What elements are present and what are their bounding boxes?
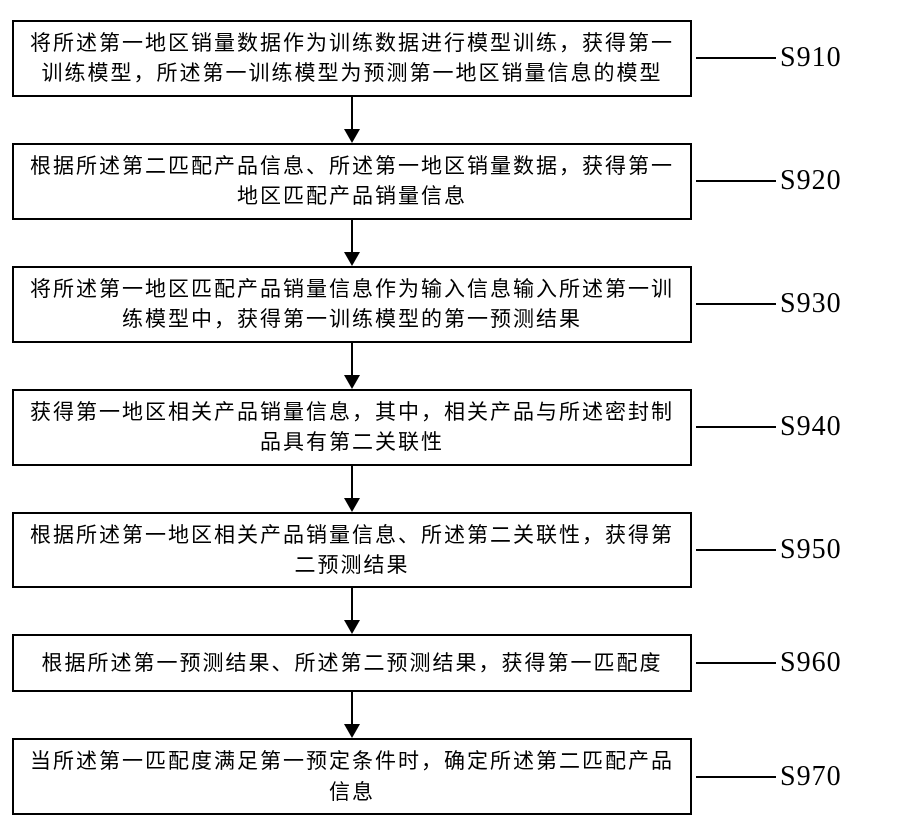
arrow-down-icon (12, 343, 692, 389)
step-text: 根据所述第一预测结果、所述第二预测结果，获得第一匹配度 (42, 648, 663, 678)
step-text: 将所述第一地区匹配产品销量信息作为输入信息输入所述第一训练模型中，获得第一训练模… (28, 274, 676, 335)
connector-dash (696, 57, 776, 59)
arrow-down-icon (12, 588, 692, 634)
step-row: 获得第一地区相关产品销量信息，其中，相关产品与所述密封制品具有第二关联性 S94… (12, 389, 900, 466)
flowchart-container: 将所述第一地区销量数据作为训练数据进行模型训练，获得第一训练模型，所述第一训练模… (12, 20, 900, 815)
step-box-s970: 当所述第一匹配度满足第一预定条件时，确定所述第二匹配产品信息 (12, 738, 692, 815)
step-text: 根据所述第二匹配产品信息、所述第一地区销量数据，获得第一地区匹配产品销量信息 (28, 151, 676, 212)
step-label-s950: S950 (780, 534, 842, 566)
arrow-down-icon (12, 692, 692, 738)
arrow-down-icon (12, 466, 692, 512)
arrow-down-icon (12, 220, 692, 266)
connector-dash (696, 776, 776, 778)
step-box-s920: 根据所述第二匹配产品信息、所述第一地区销量数据，获得第一地区匹配产品销量信息 (12, 143, 692, 220)
step-text: 将所述第一地区销量数据作为训练数据进行模型训练，获得第一训练模型，所述第一训练模… (28, 28, 676, 89)
connector-dash (696, 180, 776, 182)
arrow-down-icon (12, 97, 692, 143)
connector-dash (696, 303, 776, 305)
step-box-s930: 将所述第一地区匹配产品销量信息作为输入信息输入所述第一训练模型中，获得第一训练模… (12, 266, 692, 343)
step-box-s960: 根据所述第一预测结果、所述第二预测结果，获得第一匹配度 (12, 634, 692, 692)
step-text: 当所述第一匹配度满足第一预定条件时，确定所述第二匹配产品信息 (28, 746, 676, 807)
step-label-s910: S910 (780, 42, 842, 74)
step-row: 根据所述第二匹配产品信息、所述第一地区销量数据，获得第一地区匹配产品销量信息 S… (12, 143, 900, 220)
step-box-s910: 将所述第一地区销量数据作为训练数据进行模型训练，获得第一训练模型，所述第一训练模… (12, 20, 692, 97)
step-row: 将所述第一地区匹配产品销量信息作为输入信息输入所述第一训练模型中，获得第一训练模… (12, 266, 900, 343)
step-label-s970: S970 (780, 761, 842, 793)
connector-dash (696, 426, 776, 428)
step-text: 根据所述第一地区相关产品销量信息、所述第二关联性，获得第二预测结果 (28, 520, 676, 581)
step-label-s920: S920 (780, 165, 842, 197)
step-box-s950: 根据所述第一地区相关产品销量信息、所述第二关联性，获得第二预测结果 (12, 512, 692, 589)
step-label-s940: S940 (780, 411, 842, 443)
step-row: 根据所述第一预测结果、所述第二预测结果，获得第一匹配度 S960 (12, 634, 900, 692)
step-row: 当所述第一匹配度满足第一预定条件时，确定所述第二匹配产品信息 S970 (12, 738, 900, 815)
connector-dash (696, 549, 776, 551)
step-row: 根据所述第一地区相关产品销量信息、所述第二关联性，获得第二预测结果 S950 (12, 512, 900, 589)
step-row: 将所述第一地区销量数据作为训练数据进行模型训练，获得第一训练模型，所述第一训练模… (12, 20, 900, 97)
step-label-s960: S960 (780, 647, 842, 679)
step-label-s930: S930 (780, 288, 842, 320)
step-box-s940: 获得第一地区相关产品销量信息，其中，相关产品与所述密封制品具有第二关联性 (12, 389, 692, 466)
step-text: 获得第一地区相关产品销量信息，其中，相关产品与所述密封制品具有第二关联性 (28, 397, 676, 458)
connector-dash (696, 662, 776, 664)
